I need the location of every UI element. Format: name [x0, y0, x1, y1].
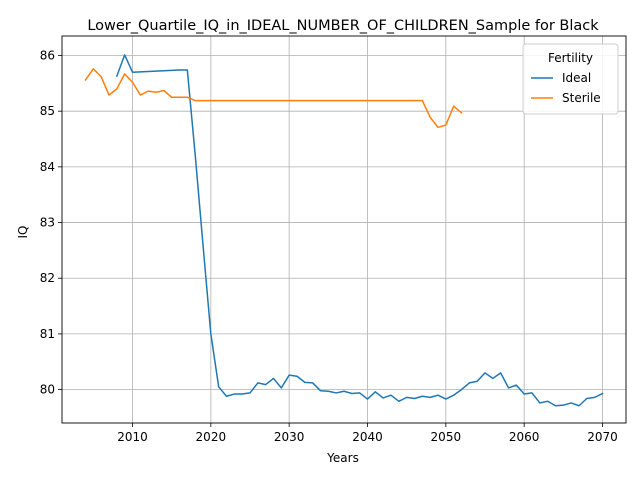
x-axis-title: Years — [326, 451, 359, 465]
x-tick-label: 2010 — [117, 430, 148, 444]
y-tick-label: 86 — [40, 48, 55, 62]
y-tick-label: 80 — [40, 383, 55, 397]
x-tick-label: 2050 — [431, 430, 462, 444]
y-axis-title: IQ — [16, 226, 30, 239]
x-axis-ticks: 2010 2020 2030 2040 2050 2060 2070 — [117, 423, 618, 444]
legend-label-sterile: Sterile — [562, 91, 601, 105]
x-tick-label: 2040 — [352, 430, 383, 444]
legend-title: Fertility — [548, 51, 593, 65]
x-tick-label: 2070 — [587, 430, 618, 444]
x-tick-label: 2030 — [274, 430, 305, 444]
y-axis-ticks: 80 81 82 83 84 85 86 — [40, 48, 62, 396]
y-tick-label: 83 — [40, 216, 55, 230]
y-tick-label: 84 — [40, 160, 55, 174]
legend-label-ideal: Ideal — [562, 71, 591, 85]
y-tick-label: 82 — [40, 271, 55, 285]
x-tick-label: 2060 — [509, 430, 540, 444]
chart-title: Lower_Quartile_IQ_in_IDEAL_NUMBER_OF_CHI… — [87, 18, 599, 34]
legend: Fertility Ideal Sterile — [523, 44, 618, 114]
y-tick-label: 85 — [40, 104, 55, 118]
series-line-sterile — [86, 69, 462, 127]
x-tick-label: 2020 — [196, 430, 227, 444]
y-tick-label: 81 — [40, 327, 55, 341]
